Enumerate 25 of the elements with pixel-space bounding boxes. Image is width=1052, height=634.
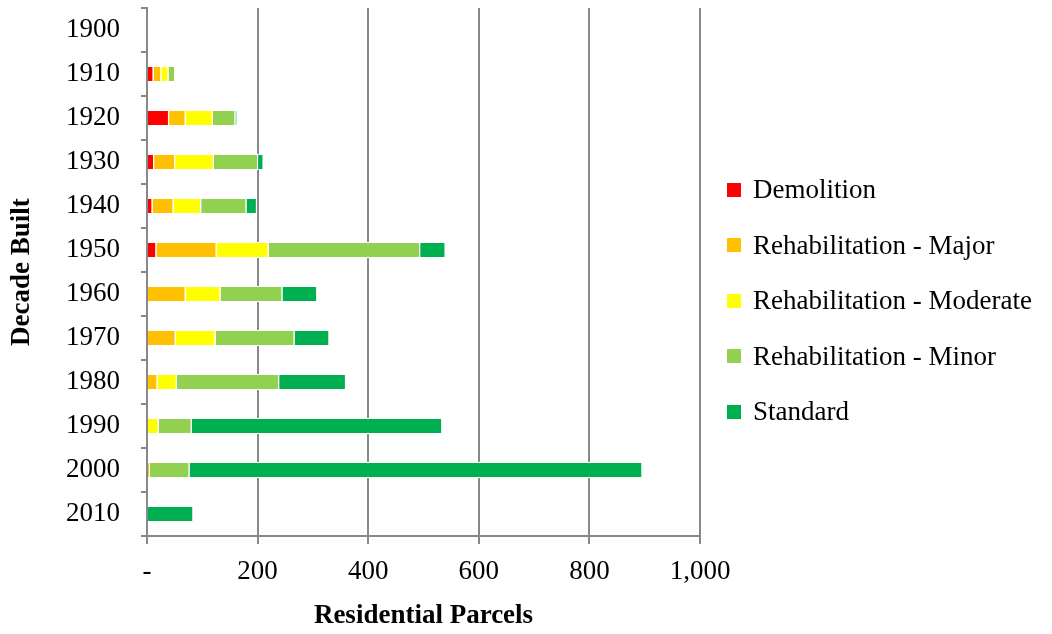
y-tick-label: 1960 [66,277,120,308]
y-tick-label: 1920 [66,101,120,132]
y-tick-label: 1910 [66,57,120,88]
y-tick-label: 1940 [66,189,120,220]
x-tick-label: 200 [237,555,278,586]
y-tick-label: 2000 [66,453,120,484]
y-tick-label: 2010 [66,497,120,528]
x-tick-label: 800 [569,555,610,586]
x-tick-label: 600 [458,555,500,586]
legend-label: Demolition [753,174,876,206]
legend-label: Rehabilitation - Major [753,229,995,261]
legend-label: Standard [753,396,849,428]
x-tick-label: 400 [347,555,389,586]
y-axis-title: Decade Built [5,198,36,346]
y-tick-label: 1990 [66,409,120,440]
y-tick-label: 1930 [66,145,120,176]
x-tick-label: 1,000 [669,555,731,586]
y-tick-label: 1950 [66,233,120,264]
y-tick-label: 1900 [66,13,120,44]
y-tick-label: 1980 [66,365,120,396]
x-tick-label: - [142,555,152,586]
x-axis-title: Residential Parcels [313,598,534,629]
legend-label: Rehabilitation - Minor [753,340,996,372]
y-tick-label: 1970 [66,321,120,352]
legend-label: Rehabilitation - Moderate [753,285,1032,317]
